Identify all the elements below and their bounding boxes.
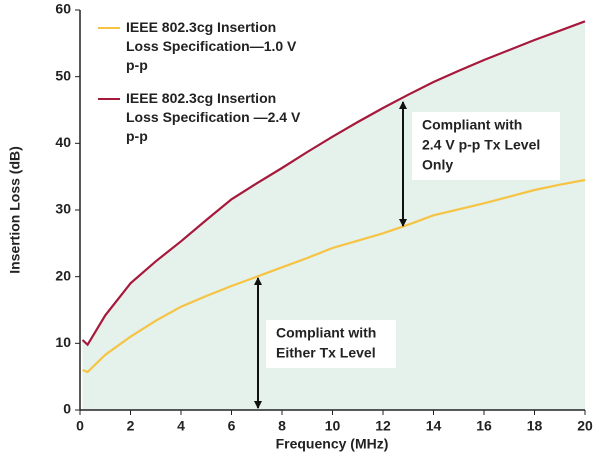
x-tick-label: 18 [527,418,543,434]
annotation-box [266,320,396,368]
x-tick-label: 20 [577,418,593,434]
legend-item: IEEE 802.3cg Insertion Loss Specificatio… [98,18,301,75]
legend-label: IEEE 802.3cg Insertion Loss Specificatio… [126,19,297,73]
annotation: Only [422,157,453,173]
y-tick-label: 10 [55,334,71,350]
annotation: Compliant with [422,117,522,133]
x-tick-label: 2 [127,418,135,434]
legend-swatch [98,98,120,100]
legend-swatch [98,27,120,29]
x-tick-label: 16 [476,418,492,434]
legend-label: IEEE 802.3cg Insertion Loss Specificatio… [126,90,301,144]
x-tick-label: 12 [375,418,391,434]
x-tick-label: 4 [177,418,185,434]
x-tick-label: 8 [278,418,286,434]
annotation: Compliant with [276,325,376,341]
series-line [81,20,586,347]
x-tick-label: 10 [325,418,341,434]
y-tick-label: 50 [55,67,71,83]
y-tick-label: 0 [63,401,71,417]
x-tick-label: 6 [228,418,236,434]
series-line [82,178,586,374]
y-tick-label: 60 [55,1,71,17]
legend-item: IEEE 802.3cg Insertion Loss Specificatio… [98,89,301,146]
legend: IEEE 802.3cg Insertion Loss Specificatio… [98,18,301,160]
x-tick-label: 14 [426,418,442,434]
annotation: 2.4 V p-p Tx Level [422,137,540,153]
y-tick-label: 40 [55,134,71,150]
x-tick-label: 0 [76,418,84,434]
annotation: Either Tx Level [276,345,376,361]
y-axis-title: Insertion Loss (dB) [7,146,23,274]
x-axis-title: Frequency (MHz) [276,436,389,452]
annotation-box [412,112,560,180]
y-tick-label: 20 [55,267,71,283]
y-tick-label: 30 [55,201,71,217]
